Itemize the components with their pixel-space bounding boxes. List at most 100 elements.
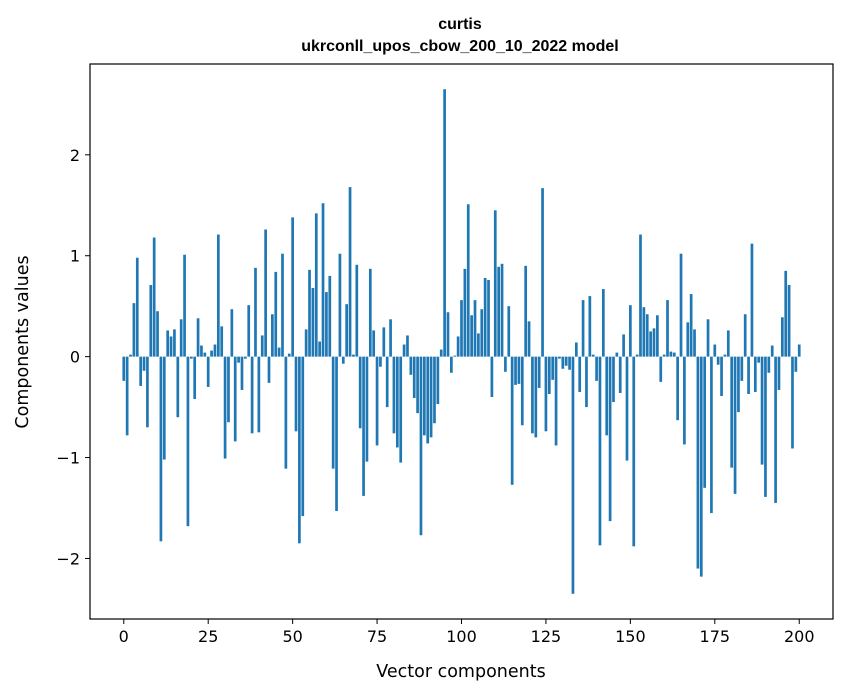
bar (480, 309, 484, 357)
bar (402, 344, 406, 357)
bar (764, 356, 767, 497)
bar (649, 331, 652, 357)
bar (578, 356, 582, 392)
bar (233, 356, 237, 442)
bar (152, 237, 156, 357)
bar (713, 344, 717, 357)
bar (534, 356, 538, 438)
bar (314, 213, 318, 357)
bar (355, 264, 359, 357)
bar (750, 243, 754, 357)
bar (220, 326, 224, 357)
bar (622, 334, 625, 357)
bar (487, 279, 490, 357)
bar (321, 203, 325, 357)
bar (544, 356, 548, 432)
bar (483, 277, 487, 357)
bar (733, 356, 737, 494)
bar (527, 321, 531, 357)
bar (260, 335, 264, 357)
bar (730, 356, 734, 468)
bar (470, 315, 473, 357)
bar (618, 356, 622, 393)
bar (493, 210, 497, 357)
bar (382, 327, 386, 357)
bar (632, 356, 636, 547)
bar (568, 356, 571, 370)
bar (737, 356, 740, 413)
bar (176, 356, 180, 418)
bar (679, 253, 683, 357)
bar (463, 268, 467, 357)
x-tick-label: 75 (367, 627, 387, 646)
bar (216, 234, 220, 357)
bar (271, 314, 274, 357)
bar (433, 356, 436, 424)
bar (456, 336, 460, 357)
bar (166, 330, 170, 357)
bar (149, 284, 153, 357)
bar (227, 356, 230, 423)
bar (159, 356, 163, 542)
bar (230, 309, 234, 357)
bar (406, 335, 409, 357)
bar (716, 356, 720, 365)
bar (561, 356, 565, 369)
x-tick-label: 200 (784, 627, 815, 646)
bar (304, 329, 308, 357)
plot-frame (89, 63, 834, 620)
bar (574, 342, 578, 357)
bar (656, 315, 659, 357)
x-tick-label: 50 (282, 627, 302, 646)
bar (767, 356, 771, 373)
bar (173, 329, 176, 357)
bar (662, 354, 666, 357)
bar (760, 356, 764, 465)
bar (615, 352, 619, 357)
bar (585, 356, 588, 408)
bar (588, 296, 592, 357)
bar (453, 355, 457, 357)
bar (267, 356, 271, 383)
bar (625, 356, 629, 461)
bar (358, 356, 362, 429)
bar (547, 356, 551, 394)
y-tick-label: −1 (56, 449, 80, 468)
bar (237, 356, 240, 363)
bar (689, 294, 693, 357)
bar (348, 187, 352, 357)
bar (581, 300, 585, 357)
bar (564, 356, 568, 366)
bar (375, 356, 379, 446)
bar (412, 356, 416, 399)
bar (520, 356, 524, 426)
bar (554, 356, 558, 446)
bar (517, 356, 521, 384)
bar (666, 300, 669, 357)
bar (379, 356, 382, 367)
bar (129, 354, 132, 357)
bar (311, 288, 315, 357)
bar (328, 275, 332, 357)
bar (723, 354, 727, 357)
bar (257, 356, 261, 433)
bar (331, 356, 335, 469)
bar (423, 356, 426, 436)
bar (608, 356, 612, 522)
bar (696, 356, 700, 569)
bar (429, 356, 433, 438)
bar (122, 356, 126, 381)
bar (385, 356, 389, 408)
bar (244, 356, 247, 359)
bar (156, 311, 159, 357)
y-tick-label: 1 (70, 247, 80, 266)
bar (703, 356, 707, 488)
bar (531, 356, 534, 434)
y-axis-ticks: −2 −1 0 1 2 (56, 146, 90, 568)
bar (683, 356, 686, 445)
bar (186, 356, 190, 527)
bar (510, 356, 514, 485)
bar (612, 356, 615, 403)
bar (747, 356, 750, 394)
bar (213, 344, 217, 357)
